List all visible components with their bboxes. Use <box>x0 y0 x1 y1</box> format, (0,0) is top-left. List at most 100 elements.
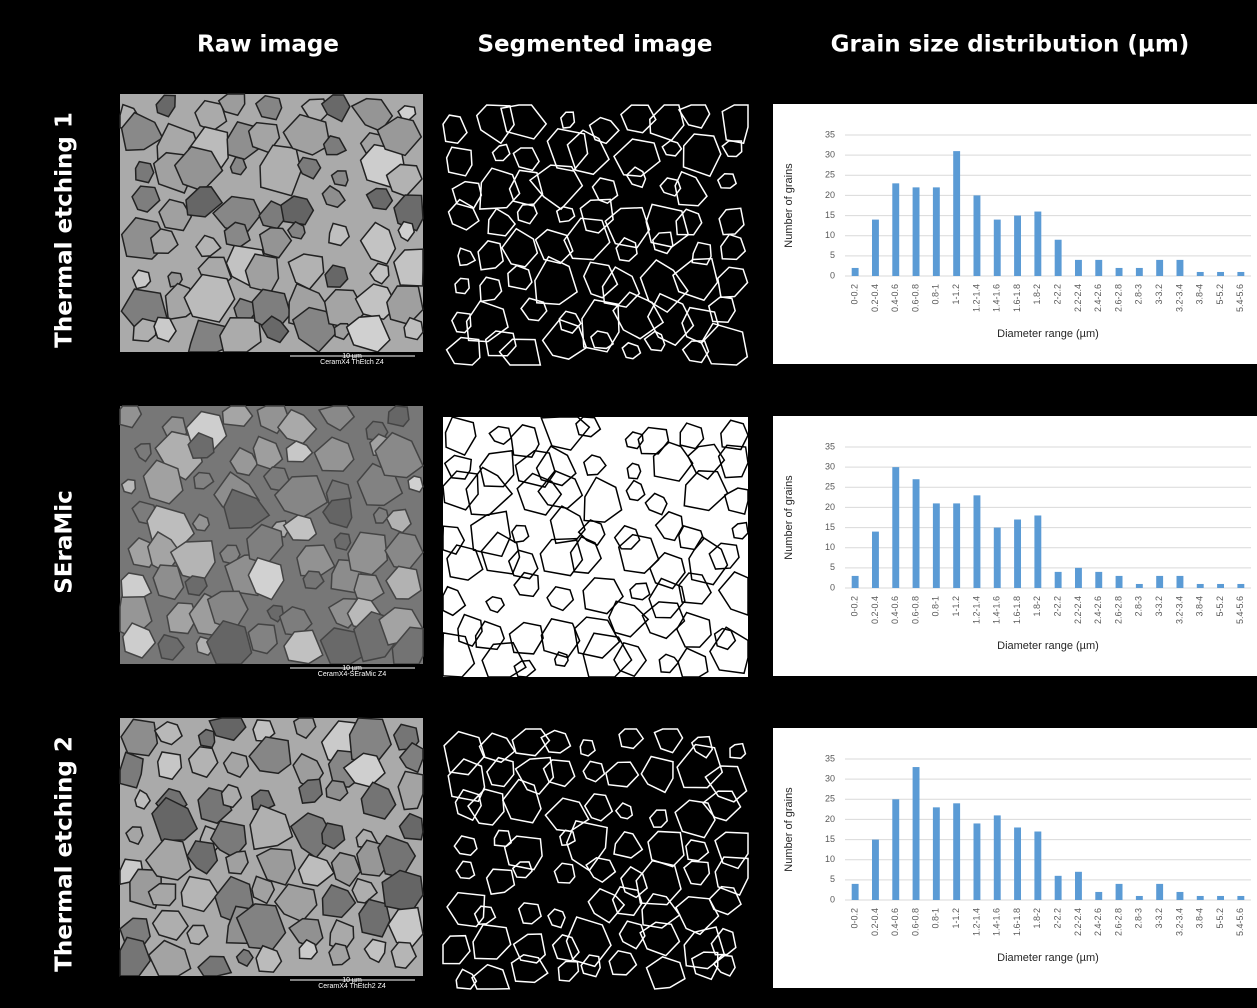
grain <box>516 203 538 225</box>
grain <box>708 542 740 570</box>
grain <box>661 139 683 157</box>
grain <box>445 146 473 177</box>
grain <box>675 208 703 236</box>
grain <box>615 236 638 262</box>
x-tick-label: 2.6-2.8 <box>1113 908 1123 936</box>
grain <box>486 756 515 788</box>
x-tick-label: 2.4-2.6 <box>1093 596 1103 624</box>
grain <box>677 572 712 605</box>
grain <box>185 186 224 218</box>
grain <box>455 968 478 990</box>
grain <box>617 533 660 574</box>
grain <box>707 296 736 324</box>
y-axis-label: Number of grains <box>783 787 795 872</box>
grain <box>625 166 647 189</box>
grain <box>674 799 716 839</box>
grain <box>208 717 247 742</box>
grain <box>407 475 424 493</box>
x-tick-label: 5-5.2 <box>1215 596 1225 617</box>
grain <box>683 860 711 886</box>
grain <box>446 891 486 928</box>
grain <box>507 264 533 291</box>
grain <box>601 266 641 308</box>
x-tick-label: 0-0.2 <box>850 908 860 929</box>
grain <box>447 198 480 231</box>
grain <box>683 926 726 970</box>
grain <box>251 875 276 905</box>
grain <box>677 104 711 129</box>
grain <box>514 449 556 489</box>
grain <box>330 851 362 888</box>
grain <box>717 444 749 479</box>
x-tick-label: 2.8-3 <box>1134 284 1144 305</box>
grain <box>445 336 481 366</box>
grain <box>701 790 742 822</box>
grain <box>297 853 335 887</box>
grain <box>351 877 379 904</box>
grain <box>296 156 322 180</box>
bar <box>1095 571 1103 588</box>
sample-name: CeramX4 ThEtch2 Z4 <box>318 983 386 990</box>
grain <box>582 577 624 615</box>
grain <box>721 104 749 145</box>
grain <box>648 577 686 619</box>
grain <box>511 524 530 544</box>
grain <box>372 506 390 524</box>
bar <box>1196 895 1204 900</box>
grain <box>282 514 318 542</box>
bar <box>1196 271 1204 276</box>
y-tick-label: 15 <box>825 210 835 220</box>
x-tick-label: 3.8-4 <box>1195 908 1205 929</box>
grain <box>704 765 748 803</box>
grain <box>651 231 674 255</box>
grain <box>453 835 478 856</box>
bar <box>973 195 981 276</box>
grain <box>298 778 323 804</box>
grain <box>580 954 601 978</box>
x-tick-label: 1.6-1.8 <box>1012 596 1022 624</box>
x-tick-label: 2.6-2.8 <box>1113 596 1123 624</box>
grain <box>131 269 152 290</box>
grain <box>330 170 349 187</box>
grain <box>549 505 586 545</box>
grain <box>442 585 467 617</box>
grain <box>442 525 466 555</box>
grain <box>443 454 473 480</box>
grain <box>690 735 714 759</box>
grain <box>321 184 346 209</box>
grain <box>641 892 681 929</box>
grain <box>508 169 544 207</box>
grain <box>485 868 516 895</box>
grain <box>187 431 215 459</box>
grain <box>513 659 537 678</box>
grain <box>575 416 602 438</box>
x-tick-label: 5-5.2 <box>1215 908 1225 929</box>
grain <box>258 226 293 259</box>
bar <box>1217 895 1225 900</box>
grain <box>588 116 620 145</box>
y-tick-label: 30 <box>825 150 835 160</box>
grain <box>157 633 185 661</box>
grain <box>321 884 357 919</box>
y-tick-label: 0 <box>830 894 835 904</box>
grain <box>613 524 641 550</box>
bar <box>1176 575 1184 588</box>
x-tick-label: 1.4-1.6 <box>992 284 1002 312</box>
grain <box>354 283 398 321</box>
grain <box>537 469 584 510</box>
grain <box>487 207 517 237</box>
x-tick-label: 1.8-2 <box>1032 596 1042 617</box>
grain <box>393 248 424 287</box>
bar <box>1237 271 1245 276</box>
grain <box>688 535 729 586</box>
grain <box>360 781 397 820</box>
x-tick-label: 0.8-1 <box>931 284 941 305</box>
grain <box>313 436 355 472</box>
sample-name: CeramX4 ThEtch Z4 <box>320 359 384 366</box>
bar <box>953 151 961 276</box>
grain <box>324 264 349 288</box>
grain <box>620 104 657 134</box>
grain <box>613 831 644 859</box>
grain <box>635 859 682 906</box>
grain <box>229 446 259 477</box>
